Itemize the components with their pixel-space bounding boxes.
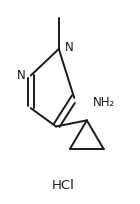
Text: NH₂: NH₂: [92, 95, 115, 109]
Text: HCl: HCl: [52, 179, 74, 192]
Text: N: N: [64, 41, 73, 54]
Text: N: N: [17, 69, 25, 82]
